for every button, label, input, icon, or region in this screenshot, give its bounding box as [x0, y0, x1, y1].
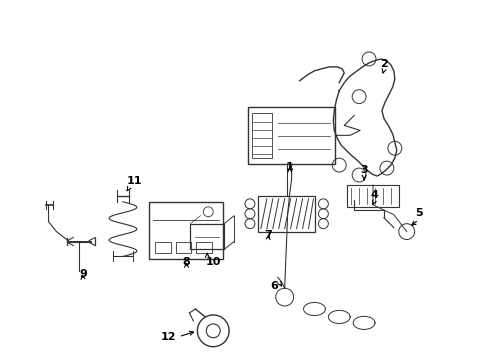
Text: 3: 3 — [360, 165, 368, 175]
Bar — [149, 202, 223, 260]
Bar — [155, 242, 171, 253]
Text: 7: 7 — [264, 230, 271, 239]
Bar — [258, 196, 316, 231]
Bar — [347, 185, 399, 207]
Text: 11: 11 — [127, 176, 143, 186]
Text: 12: 12 — [161, 332, 176, 342]
Text: 8: 8 — [183, 257, 190, 267]
Text: 4: 4 — [370, 190, 378, 200]
Bar — [252, 113, 272, 158]
Text: 6: 6 — [270, 281, 278, 291]
Text: 10: 10 — [206, 257, 221, 267]
Bar — [191, 224, 224, 249]
Bar — [175, 242, 192, 253]
Text: 9: 9 — [79, 269, 87, 279]
Bar — [196, 242, 212, 253]
Text: 1: 1 — [286, 162, 294, 172]
Bar — [248, 107, 335, 164]
Text: 2: 2 — [380, 59, 388, 69]
Text: 5: 5 — [415, 208, 422, 218]
